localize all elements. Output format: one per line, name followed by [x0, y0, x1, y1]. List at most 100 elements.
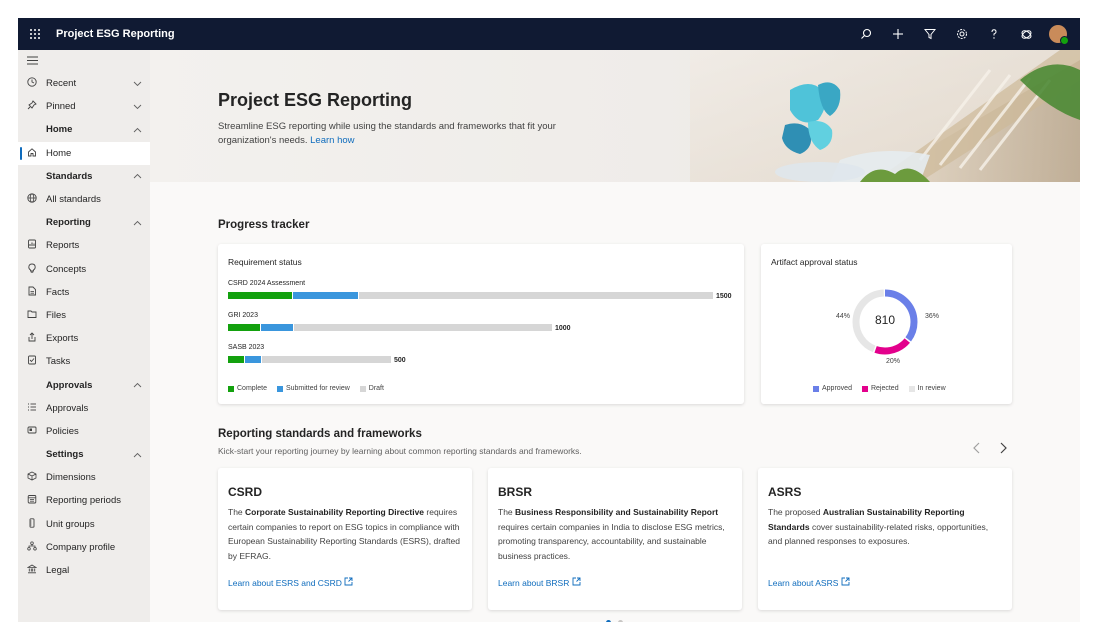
sidebar-item-unit-groups[interactable]: Unit groups: [18, 513, 150, 536]
add-icon[interactable]: [882, 18, 914, 50]
donut-slice-in-review[interactable]: [852, 289, 918, 355]
sidebar-group-approvals[interactable]: Approvals: [18, 373, 150, 396]
app-title[interactable]: Project ESG Reporting: [56, 28, 175, 40]
open-external-icon: [344, 577, 353, 588]
sidebar-group-standards[interactable]: Standards: [18, 165, 150, 188]
chevron-up-icon[interactable]: [133, 380, 142, 390]
donut-total: 810: [874, 313, 896, 327]
sidebar-label: Policies: [46, 425, 79, 437]
sidebar-label: Pinned: [46, 101, 76, 113]
carousel-prev-button[interactable]: [972, 441, 982, 458]
approved-swatch: [813, 385, 819, 392]
legend-complete: Complete: [237, 385, 267, 392]
bar-segment-draft[interactable]: [294, 324, 552, 331]
bank-icon: [18, 564, 46, 577]
legend-submitted: Submitted for review: [285, 385, 350, 392]
requirement-status-title: Requirement status: [228, 257, 302, 267]
artifact-legend: Approved Rejected In review: [813, 385, 956, 392]
legend-draft: Draft: [368, 385, 384, 392]
description-post: requires certain companies to report on …: [228, 507, 460, 561]
standard-card-title: BRSR: [498, 485, 533, 499]
sidebar-item-concepts[interactable]: Concepts: [18, 258, 150, 281]
standard-card-asrs: ASRS The proposed Australian Sustainabili…: [758, 468, 1012, 610]
bar-segment-submitted[interactable]: [261, 324, 294, 331]
bar-segment-submitted[interactable]: [245, 356, 262, 363]
policy-icon: [18, 425, 46, 438]
chevron-up-icon[interactable]: [133, 218, 142, 228]
chevron-down-icon[interactable]: [133, 102, 142, 112]
requirement-bar[interactable]: [228, 324, 552, 331]
standard-learn-link[interactable]: Learn about BRSR: [498, 577, 581, 588]
chevron-up-icon[interactable]: [133, 171, 142, 181]
standards-section-title: Reporting standards and frameworks: [218, 428, 422, 440]
rejected-pct-label: 20%: [886, 358, 901, 365]
donut-slice-approved[interactable]: [852, 289, 918, 355]
top-bar: Project ESG Reporting: [18, 18, 1080, 50]
description-bold: Corporate Sustainability Reporting Direc…: [245, 507, 425, 517]
sidebar-item-approvals[interactable]: Approvals: [18, 397, 150, 420]
sidebar-item-files[interactable]: Files: [18, 304, 150, 327]
sidebar-item-facts[interactable]: Facts: [18, 281, 150, 304]
clock-icon: [18, 77, 46, 90]
requirement-row-label: GRI 2023: [228, 312, 258, 319]
standard-learn-link[interactable]: Learn about ASRS: [768, 577, 850, 588]
sidebar-item-dimensions[interactable]: Dimensions: [18, 466, 150, 489]
carousel-dot-2[interactable]: [618, 620, 623, 622]
profile-button[interactable]: [1042, 18, 1074, 50]
description-post: cover sustainability-related risks, oppo…: [768, 521, 989, 547]
bar-segment-complete[interactable]: [228, 356, 245, 363]
chevron-up-icon[interactable]: [133, 450, 142, 460]
carousel-next-button[interactable]: [998, 441, 1008, 458]
learn-how-link[interactable]: Learn how: [310, 134, 355, 146]
bar-segment-draft[interactable]: [262, 356, 391, 363]
bar-segment-submitted[interactable]: [293, 292, 358, 299]
app-launcher-icon[interactable]: [18, 18, 52, 50]
bar-segment-complete[interactable]: [228, 324, 261, 331]
sidebar-group-reporting[interactable]: Reporting: [18, 211, 150, 234]
requirement-bar[interactable]: [228, 356, 391, 363]
sidebar-item-reporting-periods[interactable]: Reporting periods: [18, 489, 150, 512]
bar-segment-draft[interactable]: [358, 292, 713, 299]
sidebar-item-pinned[interactable]: Pinned: [18, 95, 150, 118]
settings-icon[interactable]: [946, 18, 978, 50]
sidebar-label: Unit groups: [46, 518, 95, 530]
menu-toggle-icon[interactable]: [18, 50, 150, 72]
sidebar-label: Recent: [46, 78, 77, 90]
calendar-icon: [18, 494, 46, 507]
draft-swatch: [359, 385, 366, 392]
chevron-up-icon[interactable]: [133, 125, 142, 135]
requirement-total: 1000: [555, 325, 571, 332]
in-review-swatch: [908, 385, 915, 392]
sidebar: Recent Pinned Home Home Standards All standar…: [18, 50, 150, 622]
bar-segment-complete[interactable]: [228, 292, 293, 299]
search-icon[interactable]: [850, 18, 882, 50]
sidebar-group-settings[interactable]: Settings: [18, 443, 150, 466]
lightbulb-icon: [18, 263, 46, 276]
home-icon: [18, 147, 46, 160]
in-review-pct-label: 44%: [836, 313, 851, 320]
sidebar-item-tasks[interactable]: Tasks: [18, 350, 150, 373]
legend-approved: Approved: [822, 385, 852, 392]
export-icon: [18, 332, 46, 345]
folder-icon: [18, 309, 46, 322]
copilot-icon[interactable]: [1010, 18, 1042, 50]
help-icon[interactable]: [978, 18, 1010, 50]
sidebar-item-legal[interactable]: Legal: [18, 559, 150, 582]
sidebar-item-policies[interactable]: Policies: [18, 420, 150, 443]
standard-learn-link[interactable]: Learn about ESRS and CSRD: [228, 577, 353, 588]
donut-slice-rejected[interactable]: [852, 289, 918, 355]
chevron-down-icon[interactable]: [133, 79, 142, 89]
sidebar-group-home[interactable]: Home: [18, 118, 150, 141]
sidebar-item-all-standards[interactable]: All standards: [18, 188, 150, 211]
hero-description: Streamline ESG reporting while using the…: [218, 120, 558, 147]
sidebar-item-recent[interactable]: Recent: [18, 72, 150, 95]
carousel-dot-1[interactable]: [606, 620, 611, 622]
sidebar-item-exports[interactable]: Exports: [18, 327, 150, 350]
sidebar-item-company-profile[interactable]: Company profile: [18, 536, 150, 559]
requirement-bar[interactable]: [228, 292, 713, 299]
standards-description: Kick-start your reporting journey by lea…: [218, 446, 582, 456]
list-icon: [18, 402, 46, 415]
sidebar-item-home[interactable]: Home: [18, 141, 150, 165]
sidebar-item-reports[interactable]: Reports: [18, 234, 150, 257]
filter-icon[interactable]: [914, 18, 946, 50]
